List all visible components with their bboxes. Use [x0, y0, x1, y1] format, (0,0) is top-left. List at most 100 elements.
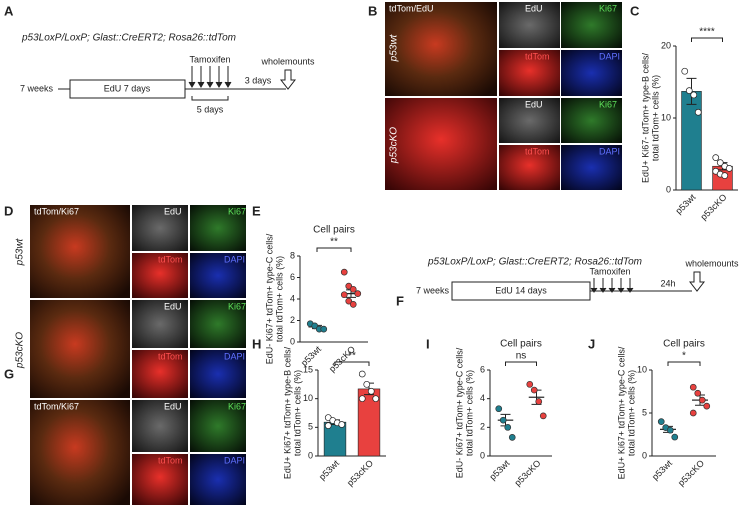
- y-axis-label: EdU- Ki67+ tdTom+ type-C cells/: [264, 233, 274, 364]
- micrograph: [190, 205, 246, 251]
- edu-label: EdU 14 days: [495, 285, 547, 295]
- data-point: [324, 422, 332, 429]
- y-tick-label: 4: [480, 393, 485, 403]
- micrograph: [132, 400, 188, 452]
- images-b: tdTom/EdU EdU Ki67 tdTom DAPI EdU Ki67 t…: [385, 2, 622, 190]
- bracket: [191, 96, 229, 101]
- significance-label: ns: [516, 351, 527, 362]
- micrograph: [30, 205, 130, 298]
- significance-bracket: [667, 361, 701, 366]
- image-label: tdTom: [525, 146, 550, 156]
- panel-letter: F: [396, 293, 404, 308]
- image-label: EdU: [164, 401, 182, 411]
- image-label: DAPI: [599, 146, 620, 156]
- micrograph: [132, 205, 188, 251]
- chase-label: 24h: [660, 278, 675, 288]
- image-label: DAPI: [599, 51, 620, 61]
- y-tick-label: 0: [480, 450, 485, 460]
- image-label: tdTom: [158, 455, 183, 465]
- micrograph: [30, 400, 130, 505]
- end-label: wholemounts: [260, 56, 315, 66]
- image-label: Ki67: [228, 301, 246, 311]
- y-tick-label: 4: [290, 293, 295, 303]
- significance-label: **: [348, 351, 356, 362]
- x-tick-label: p53wt: [674, 192, 698, 216]
- y-tick-label: 6: [290, 272, 295, 282]
- data-point: [657, 418, 665, 425]
- panel-letter: D: [4, 203, 13, 218]
- y-tick-label: 0: [642, 450, 647, 460]
- tamoxifen-arrows: [191, 66, 229, 86]
- data-point: [349, 301, 357, 308]
- y-tick-label: 0: [290, 336, 295, 346]
- image-label: tdTom: [158, 351, 183, 361]
- image-label: Ki67: [228, 401, 246, 411]
- image-label: DAPI: [224, 351, 245, 361]
- y-axis-label: total tdTom+ cells (%): [292, 370, 302, 456]
- micrograph: [190, 454, 246, 505]
- y-tick-label: 2: [290, 315, 295, 325]
- significance-label: *: [682, 351, 686, 362]
- data-point: [698, 396, 706, 404]
- data-point: [495, 405, 503, 413]
- y-axis-label: total tdTom+ cells (%): [274, 256, 284, 342]
- bar: [681, 91, 702, 191]
- micrograph: [190, 400, 246, 452]
- data-point: [363, 380, 371, 388]
- row-label: p53wt: [15, 237, 26, 266]
- image-label: Ki67: [599, 3, 617, 13]
- x-tick-label: p53wt: [650, 458, 674, 482]
- significance-bracket: [316, 247, 352, 252]
- micrograph: [561, 145, 622, 190]
- data-point: [367, 387, 375, 395]
- chart-title: Cell pairs: [500, 339, 542, 350]
- y-tick-label: 5: [308, 422, 313, 432]
- micrograph: [30, 300, 130, 398]
- data-point: [504, 423, 512, 431]
- data-point: [349, 285, 357, 293]
- y-axis-label: EdU+ Ki67+ tdTom+ type-C cells/: [616, 346, 626, 479]
- image-label: EdU: [164, 301, 182, 311]
- data-point: [690, 91, 698, 99]
- image-label: EdU: [164, 206, 182, 216]
- data-point: [499, 416, 507, 424]
- data-point: [358, 395, 366, 403]
- micrograph: [190, 350, 246, 398]
- micrograph: [499, 2, 560, 48]
- data-point: [694, 108, 702, 116]
- y-tick-label: 8: [290, 250, 295, 260]
- data-point: [712, 154, 720, 161]
- y-axis-label: EdU+ Ki67- tdTom+ type-B cells/: [640, 52, 650, 183]
- y-axis-label: total tdTom+ cells (%): [464, 370, 474, 456]
- y-tick-label: 15: [303, 364, 313, 374]
- end-arrow: [688, 271, 706, 292]
- image-label: DAPI: [224, 455, 245, 465]
- micrograph: [132, 253, 188, 298]
- panel-letter: I: [426, 336, 430, 351]
- tamoxifen-arrows: [593, 278, 631, 292]
- image-label: tdTom: [158, 254, 183, 264]
- micrograph: [499, 98, 560, 143]
- y-tick-label: 10: [661, 112, 671, 122]
- micrograph: [132, 300, 188, 348]
- arrow-heads: [188, 81, 232, 88]
- panel-letter: A: [4, 3, 14, 18]
- data-point: [354, 290, 362, 297]
- data-point: [721, 172, 729, 179]
- data-point: [526, 380, 534, 388]
- x-tick-label: p53cKO: [513, 458, 543, 488]
- micrograph: [385, 2, 497, 96]
- data-point: [666, 426, 674, 434]
- data-point: [689, 383, 697, 391]
- image-label: Ki67: [599, 99, 617, 109]
- y-tick-label: 0: [666, 184, 671, 194]
- timeline-start: 7 weeks: [20, 83, 54, 93]
- timeline-f: p53LoxP/LoxP; Glast::CreERT2; Rosa26::td…: [416, 257, 739, 301]
- micrograph: [385, 98, 497, 190]
- y-tick-label: 6: [480, 364, 485, 374]
- significance-label: **: [330, 237, 338, 248]
- timeline-start: 7 weeks: [416, 285, 450, 295]
- data-point: [311, 322, 319, 330]
- image-label: tdTom: [525, 51, 550, 61]
